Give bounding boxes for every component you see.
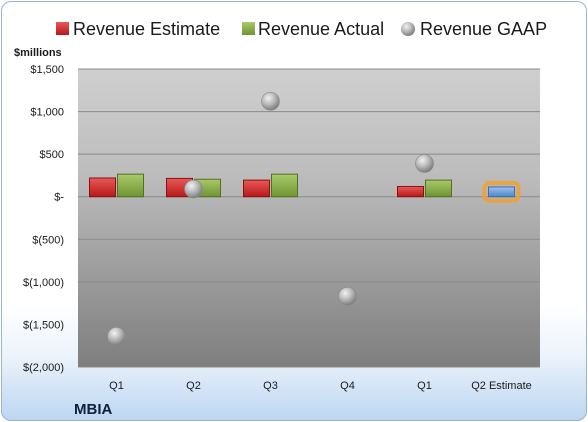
y-tick-label: $- <box>54 192 64 204</box>
x-tick-label: Q1 <box>109 380 124 392</box>
y-axis-tick-labels: $1,500 $1,000 $500 $- $(500) $(1,000) $(1,500)… <box>23 64 64 374</box>
x-axis-tick-labels: Q1 Q2 Q3 Q4 Q1 Q2 Estimate <box>109 380 532 392</box>
y-axis-unit-label: $millions <box>14 47 62 59</box>
y-tick-label: $(1,000) <box>23 277 64 289</box>
bar-q2-estimate <box>488 186 515 198</box>
x-tick-label: Q2 Estimate <box>471 380 532 392</box>
marker-revenue-gaap <box>107 327 126 346</box>
y-tick-label: $1,000 <box>30 107 64 119</box>
legend-label-revenue-gaap: Revenue GAAP <box>420 19 547 39</box>
legend-marker-revenue-gaap <box>401 22 415 36</box>
legend-swatch-revenue-estimate <box>56 22 69 35</box>
y-tick-label: $(500) <box>32 234 64 246</box>
legend-label-revenue-actual: Revenue Actual <box>258 19 384 39</box>
y-tick-label: $500 <box>40 149 64 161</box>
marker-revenue-gaap <box>415 154 434 173</box>
y-tick-label: $1,500 <box>30 64 64 76</box>
bar-revenue-actual <box>117 173 144 198</box>
legend-label-revenue-estimate: Revenue Estimate <box>73 19 220 39</box>
marker-revenue-gaap <box>338 287 357 306</box>
bar-revenue-actual <box>425 179 452 198</box>
y-tick-label: $(2,000) <box>23 362 64 374</box>
estimate-highlight <box>482 180 521 203</box>
x-tick-label: Q2 <box>186 380 201 392</box>
x-tick-label: Q1 <box>417 380 432 392</box>
x-tick-label: Q4 <box>340 380 355 392</box>
gridlines <box>78 68 540 368</box>
x-tick-label: Q3 <box>263 380 278 392</box>
legend-swatch-revenue-actual <box>242 22 255 35</box>
bar-revenue-estimate <box>397 185 424 198</box>
gaap-markers <box>107 92 434 346</box>
bar-revenue-actual <box>271 173 298 198</box>
plot-area <box>78 69 540 367</box>
bar-revenue-estimate <box>243 179 270 198</box>
marker-revenue-gaap <box>261 92 280 111</box>
bar-revenue-estimate <box>89 177 116 198</box>
marker-revenue-gaap <box>184 179 203 199</box>
company-name: MBIA <box>74 401 112 418</box>
y-tick-label: $(1,500) <box>23 319 64 331</box>
legend: Revenue Estimate Revenue Actual Revenue … <box>56 19 547 39</box>
